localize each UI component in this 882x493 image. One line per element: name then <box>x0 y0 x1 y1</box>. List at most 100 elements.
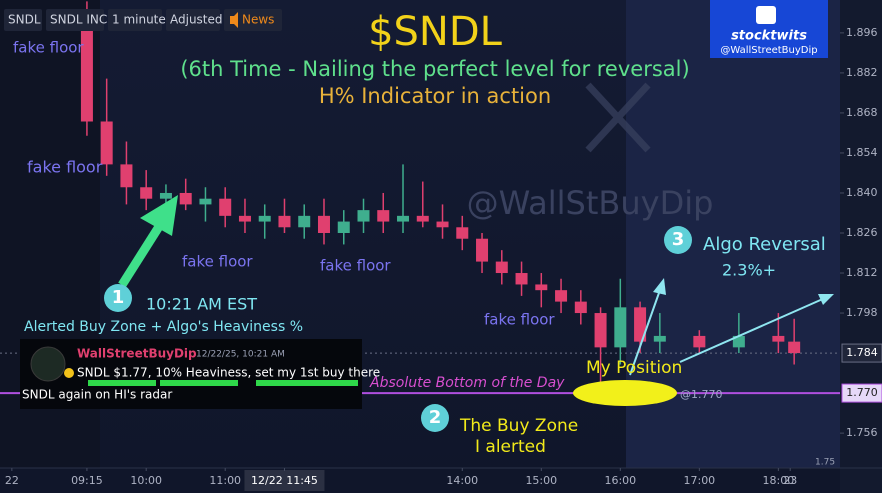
x-tick-label: 23 <box>783 474 797 487</box>
annotation: fake floor <box>13 39 84 57</box>
x-tick-label: 09:15 <box>71 474 103 487</box>
x-tick-label: 17:00 <box>683 474 715 487</box>
candle-body <box>456 227 469 239</box>
y-tick-label: 1.798 <box>846 306 878 319</box>
price-label: 1.784 <box>846 346 878 359</box>
candle-body <box>772 335 785 342</box>
badge: stocktwits @WallStreetBuyDip <box>710 0 828 58</box>
tweet: WallStreetBuyDip 12/22/25, 10:21 AM SNDL… <box>20 339 380 409</box>
candle-body <box>120 164 133 188</box>
toolbar-label[interactable]: 1 minute <box>112 13 166 27</box>
candle-body <box>199 198 212 205</box>
annotation: 3 <box>672 229 685 250</box>
x-tick-label: 18:00 <box>763 474 795 487</box>
annotation: My Position <box>586 358 682 378</box>
annotation: 2 <box>429 407 442 428</box>
arrows <box>118 195 834 376</box>
watermark-logo <box>585 82 651 153</box>
x-tick-label: 12/22 11:45 <box>251 474 318 487</box>
candle-body <box>298 215 311 228</box>
annotation: Absolute Bottom of the Day <box>369 375 565 391</box>
candle-body <box>476 238 489 262</box>
candle-body <box>337 221 350 233</box>
y-tick-label: 1.868 <box>846 106 878 119</box>
annotation: 2.3%+ <box>722 261 776 280</box>
badge-name: stocktwits <box>731 29 807 44</box>
subtitle2: H% Indicator in action <box>319 84 551 108</box>
candle-body <box>634 307 647 342</box>
candle-body <box>179 192 192 205</box>
x-tick-highlight <box>244 470 325 491</box>
candle-body <box>788 341 801 354</box>
candle-body <box>693 335 706 348</box>
candle-body <box>732 335 745 348</box>
y-tick-label: 1.882 <box>846 66 878 79</box>
candle-body <box>80 21 93 122</box>
toolbar-button <box>4 9 42 31</box>
x-tick-label: 10:00 <box>130 474 162 487</box>
price-label-box <box>841 383 882 403</box>
toolbar-button <box>224 9 282 31</box>
annotation: fake floor <box>484 311 555 329</box>
annotations: fake floor fake floor fake floor fake floor… <box>13 39 835 468</box>
step-badge <box>664 226 692 254</box>
toolbar-label[interactable]: News <box>242 13 274 27</box>
candle-body <box>535 284 548 291</box>
step-badge <box>421 404 449 432</box>
annotation: The Buy Zone <box>459 416 578 436</box>
toolbar-button <box>46 9 104 31</box>
candle-body <box>574 301 587 314</box>
y-tick-label: 1.840 <box>846 186 878 199</box>
position-marker <box>573 380 677 406</box>
price-label: 1.770 <box>846 386 878 399</box>
candle-body <box>397 215 410 222</box>
annotation: fake floor <box>182 253 253 271</box>
annotation: 1 <box>112 287 125 308</box>
candle-body <box>357 210 370 222</box>
annotation: Algo Reversal <box>703 234 826 255</box>
annotation: I alerted <box>475 437 546 457</box>
title: $SNDL <box>368 9 503 55</box>
toolbar-label[interactable]: Adjusted <box>170 13 223 27</box>
toolbar-label[interactable]: SNDL <box>8 13 41 27</box>
annotation: 1.75 <box>815 458 835 468</box>
y-tick-label: 1.812 <box>846 266 878 279</box>
candle-body <box>278 215 291 228</box>
candle-body <box>515 273 528 285</box>
x-tick-label: 22 <box>5 474 19 487</box>
toolbar-label[interactable]: SNDL INC <box>50 13 107 27</box>
tweet-line2: SNDL again on HI's radar <box>22 388 172 402</box>
tweet-line1: SNDL $1.77, 10% Heaviness, set my 1st bu… <box>77 366 380 380</box>
news-icon <box>230 12 238 28</box>
y-tick-label: 1.756 <box>846 426 878 439</box>
y-tick-label: 1.896 <box>846 26 878 39</box>
annotation: fake floor <box>320 257 391 275</box>
annotation: fake floor <box>27 158 103 177</box>
tweet-author: WallStreetBuyDip <box>77 347 197 361</box>
annotation: @1.770 <box>680 388 723 401</box>
candle-body <box>377 210 390 222</box>
x-tick-label: 11:00 <box>209 474 241 487</box>
candle-body <box>100 121 113 165</box>
candle-body <box>555 290 568 302</box>
candle-body <box>416 215 429 222</box>
annotation: 10:21 AM EST <box>146 295 257 314</box>
candle-body <box>495 261 508 274</box>
toolbar-button <box>166 9 220 31</box>
tweet-time: 12/22/25, 10:21 AM <box>196 350 285 360</box>
y-tick-label: 1.854 <box>846 146 878 159</box>
candle-body <box>614 307 627 348</box>
x-tick-label: 16:00 <box>604 474 636 487</box>
subtitle: (6th Time - Nailing the perfect level fo… <box>180 57 689 81</box>
toolbar: SNDL SNDL INC 1 minute Adjusted News <box>4 9 282 31</box>
candle-body <box>594 313 607 348</box>
step-badge <box>104 284 132 312</box>
toolbar-button <box>108 9 162 31</box>
candle-body <box>317 215 330 233</box>
badge-handle: @WallStreetBuyDip <box>720 45 817 56</box>
price-axis <box>840 0 882 493</box>
candle-body <box>653 335 666 342</box>
y-tick-label: 1.826 <box>846 226 878 239</box>
price-label-box <box>841 343 882 363</box>
